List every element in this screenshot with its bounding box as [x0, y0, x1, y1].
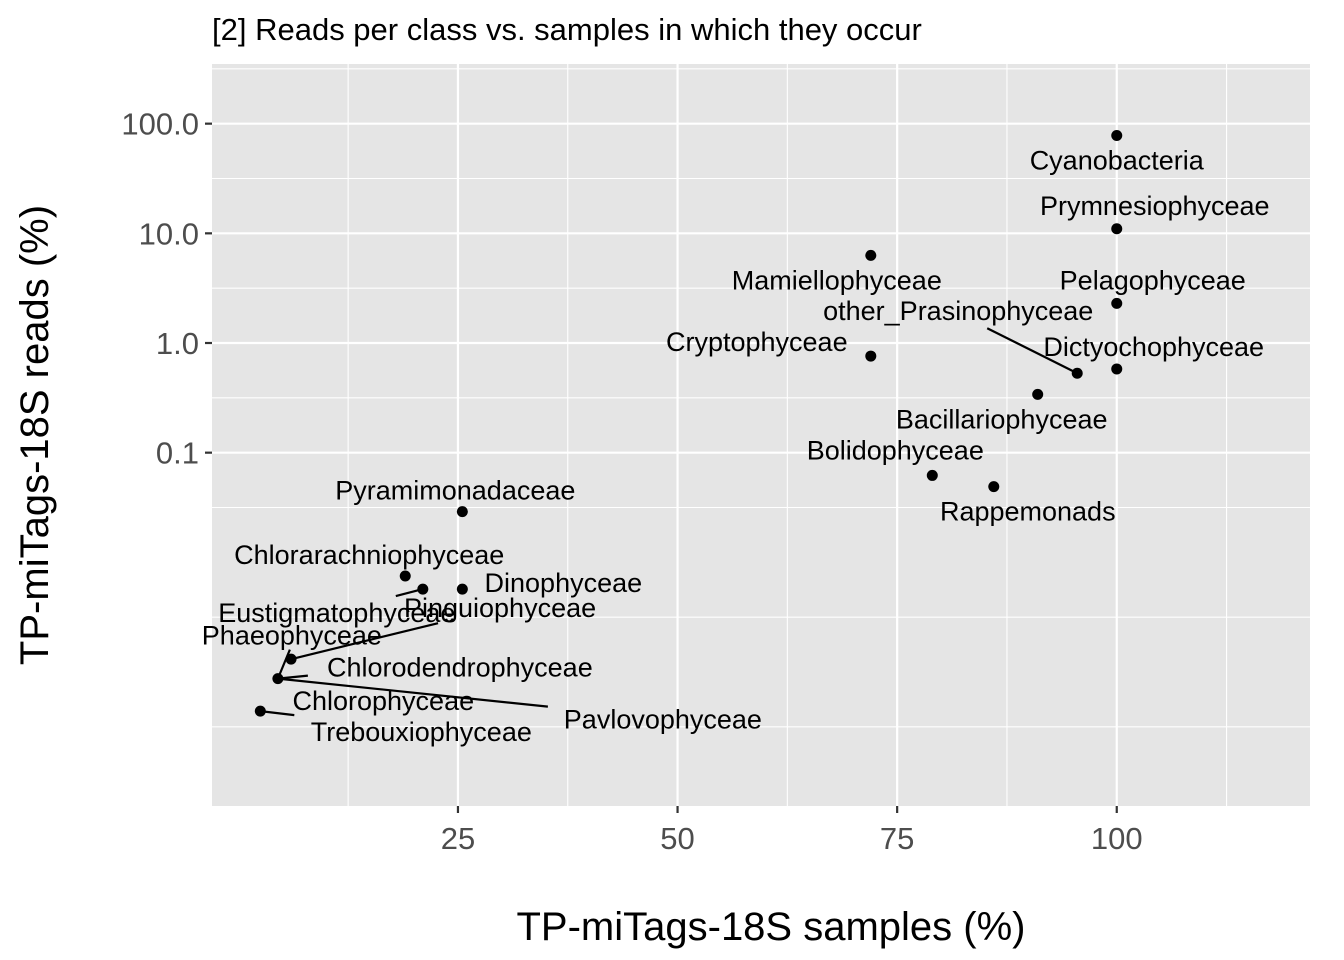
point-label: Trebouxiophyceae [311, 717, 532, 747]
point-label: Prymnesiophyceae [1040, 191, 1270, 221]
data-point [1111, 363, 1123, 375]
minor-grid [212, 64, 1310, 806]
x-axis-title: TP-miTags-18S samples (%) [516, 905, 1025, 949]
point-label: Bolidophyceae [807, 435, 984, 465]
data-point [1111, 223, 1123, 235]
point-label: Eustigmatophyceae [218, 598, 455, 628]
point-label: Chlorarachniophyceae [234, 540, 504, 570]
chart-title: [2] Reads per class vs. samples in which… [212, 12, 922, 47]
label-leader-line [290, 622, 439, 661]
point-label: Rappemonads [940, 497, 1116, 527]
data-point [865, 249, 877, 261]
point-label: other_Prasinophyceae [823, 296, 1093, 326]
data-point [456, 506, 468, 518]
y-tick-label: 0.1 [156, 436, 199, 471]
major-grid [212, 64, 1310, 806]
point-label: Dictyochophyceae [1043, 332, 1264, 362]
data-point [417, 583, 429, 595]
y-axis-title: TP-miTags-18S reads (%) [13, 205, 57, 665]
point-label: Chlorodendrophyceae [327, 653, 593, 683]
point-label: Cryptophyceae [666, 327, 848, 357]
data-point [272, 673, 284, 685]
x-tick-label: 100 [1091, 821, 1143, 856]
point-label: Cyanobacteria [1030, 146, 1205, 176]
x-tick-label: 25 [441, 821, 475, 856]
x-tick-label: 50 [660, 821, 694, 856]
point-label: Pinguiophyceae [404, 593, 596, 623]
data-point [254, 705, 266, 717]
data-point [1111, 297, 1123, 309]
x-tick-label: 75 [880, 821, 914, 856]
point-labels: Cyanobacteria Prymnesiophyceae Mamiellophy… [202, 146, 1270, 748]
data-point [399, 570, 411, 582]
point-label: Phaeophyceae [202, 621, 382, 651]
point-label: Chlorophyceae [292, 686, 474, 716]
data-point [1111, 130, 1123, 142]
point-label: Pelagophyceae [1060, 265, 1246, 295]
point-label: Dinophyceae [485, 568, 643, 598]
point-label: Mamiellophyceae [732, 265, 942, 295]
plot-panel [212, 64, 1310, 806]
data-point [1032, 388, 1044, 400]
point-label: Pavlovophyceae [564, 705, 762, 735]
point-label: Bacillariophyceae [896, 404, 1108, 434]
point-label: Pyramimonadaceae [335, 476, 575, 506]
y-axis-ticks: 100.0 10.0 1.0 0.1 [121, 107, 212, 471]
y-tick-label: 10.0 [139, 216, 199, 251]
data-points [254, 130, 1123, 717]
data-point [1071, 367, 1083, 379]
x-axis-ticks: 25 50 75 100 [441, 806, 1143, 856]
label-leader-lines [260, 327, 1078, 717]
label-leader-line [260, 710, 295, 717]
data-point [285, 653, 297, 665]
label-leader-line [277, 677, 548, 708]
label-leader-line [986, 327, 1078, 375]
data-point [926, 469, 938, 481]
data-point [865, 350, 877, 362]
y-tick-label: 100.0 [121, 107, 199, 142]
y-tick-label: 1.0 [156, 326, 199, 361]
data-point [456, 583, 468, 595]
data-point [988, 481, 1000, 493]
